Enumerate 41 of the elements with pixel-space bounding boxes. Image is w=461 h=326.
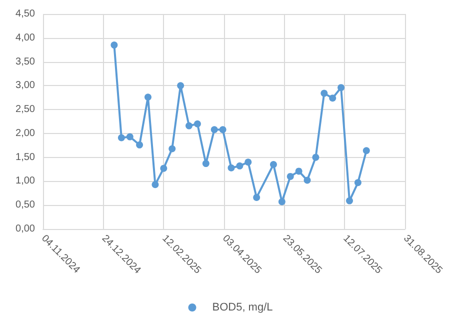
point — [194, 120, 201, 128]
point — [346, 197, 353, 204]
point — [312, 154, 320, 161]
point — [118, 134, 125, 142]
y-tick-label: 1,50 — [16, 152, 36, 163]
point — [295, 168, 302, 175]
point — [228, 164, 235, 172]
point — [186, 122, 193, 130]
legend-label: BOD5, mg/L — [212, 302, 273, 314]
point — [320, 90, 328, 97]
y-tick-label: 2,00 — [16, 128, 36, 139]
point — [278, 198, 286, 206]
point — [160, 164, 168, 172]
point — [144, 94, 152, 101]
y-tick-label: 0,00 — [16, 224, 36, 234]
y-tick-label: 0,50 — [16, 200, 36, 211]
point — [236, 162, 244, 170]
y-tick-label: 1,00 — [16, 176, 36, 187]
y-tick-label: 4,00 — [16, 32, 36, 44]
y-tick-label: 4,50 — [16, 8, 36, 20]
point — [270, 161, 277, 168]
point — [110, 42, 118, 49]
point — [202, 160, 210, 168]
point — [210, 126, 218, 134]
point — [152, 181, 159, 188]
y-tick-label: 3,50 — [16, 56, 36, 68]
y-tick-label: 3,00 — [16, 80, 36, 92]
point — [219, 126, 226, 134]
point — [126, 133, 134, 140]
point — [304, 176, 311, 184]
point — [286, 172, 294, 180]
point — [338, 84, 345, 92]
point — [244, 158, 252, 166]
point — [136, 141, 144, 148]
point — [329, 94, 336, 102]
y-tick-label: 2,50 — [16, 104, 36, 116]
point — [177, 82, 184, 90]
point — [354, 179, 362, 186]
point — [168, 145, 176, 152]
point — [362, 147, 370, 154]
point — [253, 194, 260, 201]
